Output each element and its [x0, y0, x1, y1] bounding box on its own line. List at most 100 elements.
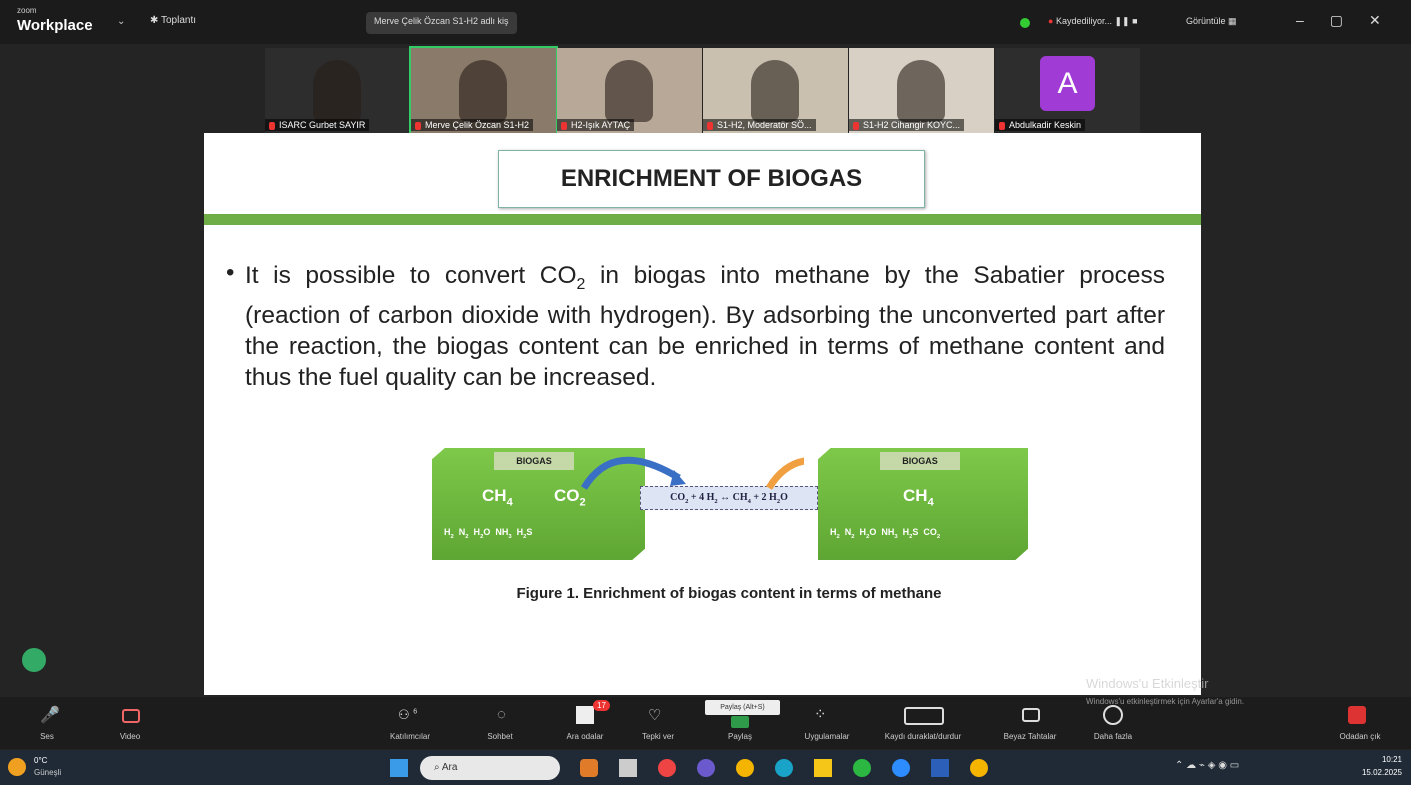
app-icon[interactable]	[580, 759, 598, 777]
badge: 17	[593, 700, 610, 711]
participant-name: H2-Işık AYTAÇ	[557, 119, 634, 131]
gases: H2 N2 H2O NH3 H2S CO2	[830, 527, 940, 540]
bullet-mark: •	[226, 259, 234, 287]
subscript: 2	[937, 534, 940, 540]
react-icon[interactable]: ♡	[648, 706, 661, 724]
app-icon[interactable]	[892, 759, 910, 777]
toolbar-label: Sohbet	[460, 732, 540, 741]
date: 15.02.2025	[1352, 768, 1402, 777]
page: Zoom Workplace { "topbar": {"logo_small"…	[0, 0, 1411, 785]
dropdown[interactable]: ⌄	[117, 16, 125, 27]
app-icon[interactable]	[736, 759, 754, 777]
text-run: + 2 H	[751, 492, 777, 503]
toolbar-label: Kaydı duraklat/durdur	[868, 732, 978, 741]
breakout-icon[interactable]	[576, 706, 594, 724]
taskbar: 0°C Güneşli ⌕ Ara ⌃ ☁ ⌁ ◈ ◉ ▭ 10:21 15.0…	[0, 750, 1411, 785]
text-run: O	[780, 492, 788, 503]
participants-icon[interactable]: ⚇ 6	[398, 707, 417, 723]
text-run: CO	[670, 492, 685, 503]
app-icon[interactable]	[970, 759, 988, 777]
start-button[interactable]	[390, 759, 408, 777]
participant-name: S1-H2, Moderatör SÖ...	[703, 119, 816, 131]
participant-tile[interactable]: Merve Çelik Özcan S1-H2	[411, 48, 556, 133]
text-run: S CO	[912, 527, 937, 537]
formula: CH4	[482, 486, 513, 508]
app-icon[interactable]	[853, 759, 871, 777]
participant-name: S1-H2 Cihangir KOYC...	[849, 119, 964, 131]
toolbar-label: Tepki ver	[618, 732, 698, 741]
app-icon[interactable]	[931, 759, 949, 777]
tray-icons[interactable]: ⌃ ☁ ⌁ ◈ ◉ ▭	[1175, 760, 1239, 771]
title-rule	[204, 214, 1201, 225]
title-bar: zoom Workplace ⌄ ✱ Toplantı Merve Çelik …	[0, 0, 1411, 44]
edit-button[interactable]	[22, 648, 46, 672]
apps-icon[interactable]: ⁘	[814, 705, 827, 723]
text-run: O NH	[483, 527, 508, 537]
recording[interactable]: ● Kaydediliyor... ❚❚ ■	[1048, 16, 1138, 27]
toolbar-label: Video	[90, 732, 170, 741]
slide-title: ENRICHMENT OF BIOGAS	[498, 150, 925, 208]
video-icon[interactable]	[122, 709, 140, 723]
box-label: BIOGAS	[880, 452, 960, 470]
app-icon[interactable]	[814, 759, 832, 777]
search-box[interactable]: ⌕ Ara	[420, 756, 560, 780]
share-icon[interactable]	[731, 716, 749, 728]
box-label: BIOGAS	[494, 452, 574, 470]
app-icon[interactable]	[775, 759, 793, 777]
temperature: 0°C	[34, 756, 47, 765]
meeting-label: Toplantı	[161, 15, 196, 26]
speaker-pill[interactable]: Merve Çelik Özcan S1-H2 adlı kiş	[366, 12, 517, 34]
text-run: H	[898, 527, 910, 537]
participant-tile[interactable]: ISARC Gurbet SAYIR	[265, 48, 410, 133]
window-controls[interactable]: –▢✕	[1296, 12, 1407, 29]
text-run: It is possible to convert CO	[245, 262, 577, 289]
text-run: CH	[482, 486, 507, 505]
subscript: 4	[507, 496, 513, 508]
record-icon[interactable]	[904, 707, 944, 725]
arrow	[769, 460, 804, 488]
participant-tile[interactable]: S1-H2 Cihangir KOYC...	[849, 48, 994, 133]
video-feed	[459, 60, 507, 122]
bullet-text: It is possible to convert CO2 in biogas …	[245, 260, 1165, 393]
toolbar-label: Odadan çık	[1320, 732, 1400, 741]
toolbar-label: Paylaş	[700, 732, 780, 741]
mic-icon[interactable]: 🎤	[40, 705, 60, 725]
subscript: 2	[580, 496, 586, 508]
text-run: N	[840, 527, 852, 537]
more-icon[interactable]	[1103, 705, 1123, 725]
text-run: ↔ CH	[718, 492, 748, 503]
text-run: N	[454, 527, 466, 537]
biogas-box-right: BIOGAS CH4 H2 N2 H2O NH3 H2S CO2	[818, 448, 1028, 560]
video-feed	[605, 60, 653, 122]
video-feed	[313, 60, 361, 122]
participant-tile[interactable]: H2-Işık AYTAÇ	[557, 48, 702, 133]
participant-tile[interactable]: S1-H2, Moderatör SÖ...	[703, 48, 848, 133]
taskbar-apps	[580, 759, 1000, 777]
participant-name: Merve Çelik Özcan S1-H2	[411, 119, 533, 131]
text-run: S	[526, 527, 532, 537]
whiteboard-icon[interactable]	[1022, 708, 1040, 722]
meeting-tab[interactable]: ✱ Toplantı	[150, 15, 196, 26]
participant-name: ISARC Gurbet SAYIR	[265, 119, 369, 131]
figure-caption: Figure 1. Enrichment of biogas content i…	[204, 585, 1254, 602]
weather: Güneşli	[34, 768, 61, 777]
toolbar-label: Ses	[7, 732, 87, 741]
search-label: Ara	[442, 762, 458, 773]
app-icon[interactable]	[619, 759, 637, 777]
leave-icon[interactable]	[1348, 706, 1366, 724]
weather-icon[interactable]	[8, 758, 26, 776]
app-icon[interactable]	[697, 759, 715, 777]
tooltip: Paylaş (Alt+S)	[705, 700, 780, 715]
app-icon[interactable]	[658, 759, 676, 777]
chat-icon[interactable]: ◌	[497, 706, 506, 723]
recording-label: Kaydediliyor...	[1056, 16, 1112, 26]
text-run: + 4 H	[688, 492, 714, 503]
toolbar-label: Ara odalar	[545, 732, 625, 741]
text-run: CH	[903, 486, 928, 505]
view-button[interactable]: Görüntüle ▦	[1186, 16, 1237, 27]
clock: 10:21	[1362, 755, 1402, 764]
security-icon[interactable]	[1020, 18, 1030, 28]
logo-small: zoom	[17, 6, 37, 15]
activation-text: Windows'u etkinleştirmek için Ayarlar'a …	[1086, 697, 1244, 706]
